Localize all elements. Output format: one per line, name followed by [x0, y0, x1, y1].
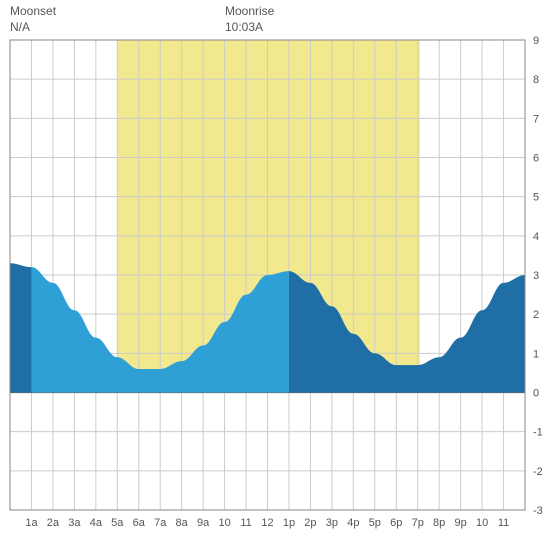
x-tick-label: 10	[218, 517, 230, 529]
y-tick-label: 3	[533, 270, 539, 282]
x-tick-label: 9a	[197, 517, 210, 529]
header-labels: Moonset N/A Moonrise 10:03A	[10, 4, 56, 35]
moonset-title: Moonset	[10, 4, 56, 20]
x-tick-label: 3p	[326, 517, 338, 529]
tide-chart: Moonset N/A Moonrise 10:03A -3-2-1012345…	[0, 0, 550, 550]
moonrise-value: 10:03A	[225, 20, 274, 36]
y-tick-label: 7	[533, 113, 539, 125]
x-tick-label: 11	[498, 517, 509, 529]
x-tick-label: 6p	[390, 517, 402, 529]
x-tick-label: 11	[240, 517, 251, 529]
y-tick-label: 8	[533, 74, 539, 86]
x-tick-label: 1a	[25, 517, 38, 529]
x-tick-label: 8a	[176, 517, 189, 529]
tide-area	[10, 263, 31, 392]
y-tick-label: 4	[533, 231, 539, 243]
moonrise-block: Moonrise 10:03A	[225, 4, 274, 35]
y-tick-label: 5	[533, 192, 539, 204]
y-tick-label: 2	[533, 309, 539, 321]
x-tick-label: 1p	[283, 517, 295, 529]
y-tick-label: -1	[533, 427, 543, 439]
x-tick-label: 8p	[433, 517, 445, 529]
y-tick-label: 1	[533, 348, 539, 360]
moonset-block: Moonset N/A	[10, 4, 56, 35]
moonset-value: N/A	[10, 20, 56, 36]
x-tick-label: 4p	[347, 517, 359, 529]
x-tick-label: 4a	[90, 517, 103, 529]
x-tick-label: 10	[476, 517, 488, 529]
y-tick-label: -2	[533, 466, 543, 478]
y-tick-label: 6	[533, 153, 539, 165]
x-tick-label: 5p	[369, 517, 381, 529]
y-tick-label: 0	[533, 388, 539, 400]
x-tick-label: 3a	[68, 517, 81, 529]
y-tick-label: 9	[533, 35, 539, 47]
x-tick-label: 2p	[304, 517, 316, 529]
x-tick-label: 9p	[455, 517, 467, 529]
moonrise-title: Moonrise	[225, 4, 274, 20]
x-tick-label: 7a	[154, 517, 167, 529]
x-tick-label: 5a	[111, 517, 124, 529]
x-tick-label: 12	[261, 517, 273, 529]
x-tick-label: 6a	[133, 517, 146, 529]
x-tick-label: 7p	[412, 517, 424, 529]
y-tick-label: -3	[533, 505, 543, 517]
x-tick-label: 2a	[47, 517, 60, 529]
chart-svg: -3-2-101234567891a2a3a4a5a6a7a8a9a101112…	[0, 0, 550, 550]
